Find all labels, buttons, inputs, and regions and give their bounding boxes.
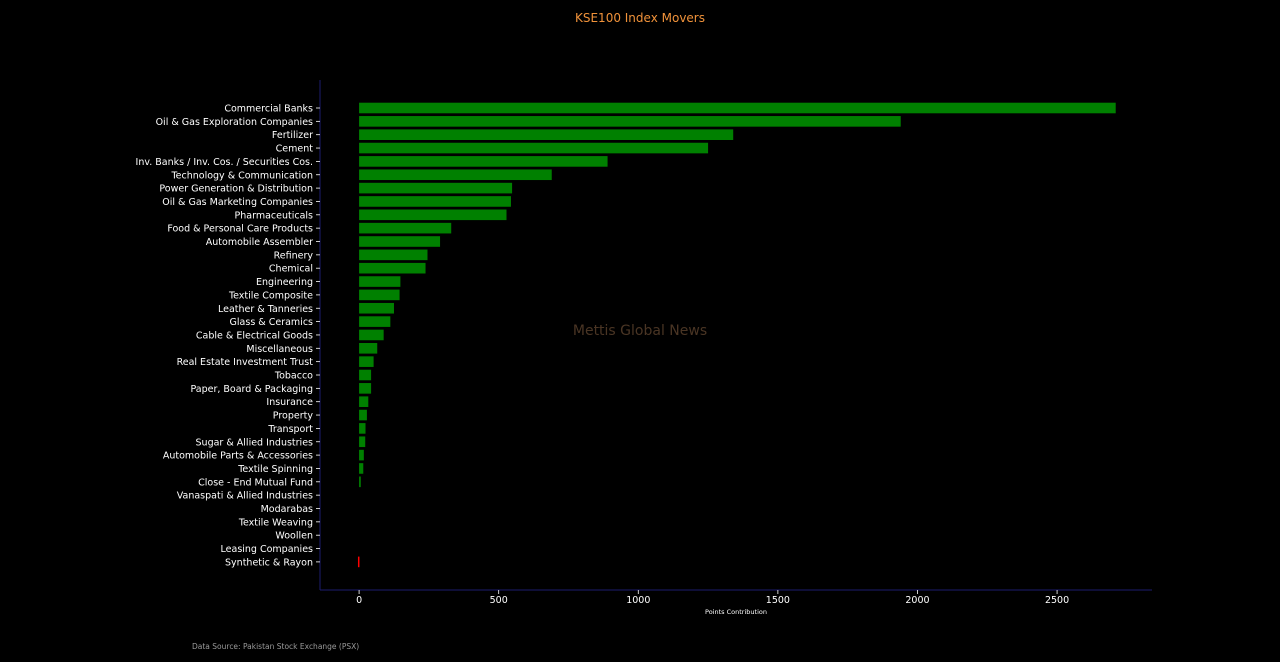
category-labels: Commercial Banks Oil & Gas Exploration Co… <box>136 104 320 568</box>
category-label: Sugar & Allied Industries <box>196 437 314 448</box>
category-label: Commercial Banks <box>224 104 313 115</box>
x-tick-label: 2000 <box>905 595 929 606</box>
x-tick-label: 2500 <box>1045 595 1069 606</box>
category-label: Oil & Gas Exploration Companies <box>156 117 313 128</box>
bar <box>359 102 1116 114</box>
bar <box>359 236 441 247</box>
x-tick-label: 500 <box>490 595 508 606</box>
category-label: Pharmaceuticals <box>235 210 314 221</box>
x-axis-ticks: 0 500 1000 1500 2000 2500 <box>356 590 1069 606</box>
category-label: Power Generation & Distribution <box>159 184 313 195</box>
category-label: Synthetic & Rayon <box>225 557 313 568</box>
bar <box>359 329 384 341</box>
bar <box>359 249 428 261</box>
bar <box>359 262 426 274</box>
watermark-text: Mettis Global News <box>573 323 707 339</box>
x-tick-label: 1000 <box>626 595 650 606</box>
bar <box>359 383 372 394</box>
category-label: Chemical <box>269 264 313 275</box>
bar <box>359 369 372 381</box>
category-label: Textile Composite <box>228 290 313 301</box>
category-label: Real Estate Investment Trust <box>177 357 314 368</box>
bar <box>359 196 511 207</box>
category-label: Food & Personal Care Products <box>167 224 313 235</box>
category-label: Miscellaneous <box>246 344 313 355</box>
bar <box>359 316 391 327</box>
category-label: Property <box>273 411 314 422</box>
category-label: Leasing Companies <box>221 544 314 555</box>
category-label: Automobile Assembler <box>206 237 313 248</box>
category-label: Textile Weaving <box>238 517 313 528</box>
category-label: Transport <box>267 424 313 435</box>
category-label: Vanaspati & Allied Industries <box>177 491 313 502</box>
bar <box>359 343 378 354</box>
x-tick-label: 0 <box>356 595 362 606</box>
category-label: Oil & Gas Marketing Companies <box>162 197 313 208</box>
x-tick-label: 1500 <box>766 595 790 606</box>
data-source-note: Data Source: Pakistan Stock Exchange (PS… <box>192 642 359 651</box>
category-label: Leather & Tanneries <box>218 304 313 315</box>
category-label: Glass & Ceramics <box>230 317 313 328</box>
category-label: Close - End Mutual Fund <box>198 477 313 488</box>
category-label: Engineering <box>256 277 313 288</box>
bar <box>359 129 734 140</box>
bars-group <box>357 102 1116 568</box>
bar <box>359 222 452 234</box>
bar <box>359 142 709 154</box>
category-label: Cement <box>276 144 314 155</box>
bar <box>359 476 361 488</box>
category-label: Fertilizer <box>272 130 313 141</box>
bar <box>359 302 394 314</box>
bar <box>359 463 364 474</box>
category-label: Cable & Electrical Goods <box>196 330 313 341</box>
category-label: Refinery <box>274 250 314 261</box>
category-label: Modarabas <box>261 504 313 515</box>
bar <box>359 396 369 407</box>
bar <box>359 436 366 448</box>
category-label: Inv. Banks / Inv. Cos. / Securities Cos. <box>136 157 313 168</box>
bar <box>359 169 552 181</box>
bar <box>359 449 364 461</box>
category-label: Automobile Parts & Accessories <box>163 451 313 462</box>
category-label: Tobacco <box>274 371 313 382</box>
category-label: Woollen <box>275 531 313 542</box>
bar <box>359 276 401 287</box>
bar <box>359 182 513 194</box>
bar <box>359 156 608 167</box>
category-label: Technology & Communication <box>170 170 313 181</box>
bar <box>359 356 374 367</box>
bar <box>359 409 367 421</box>
bar <box>357 556 360 568</box>
bar <box>359 423 366 434</box>
chart-title: KSE100 Index Movers <box>575 11 705 25</box>
bar <box>359 116 901 127</box>
bar <box>359 289 400 301</box>
category-label: Paper, Board & Packaging <box>190 384 313 395</box>
category-label: Textile Spinning <box>237 464 313 475</box>
bar <box>359 209 507 221</box>
category-label: Insurance <box>266 397 313 408</box>
x-axis-label: Points Contribution <box>705 608 767 616</box>
